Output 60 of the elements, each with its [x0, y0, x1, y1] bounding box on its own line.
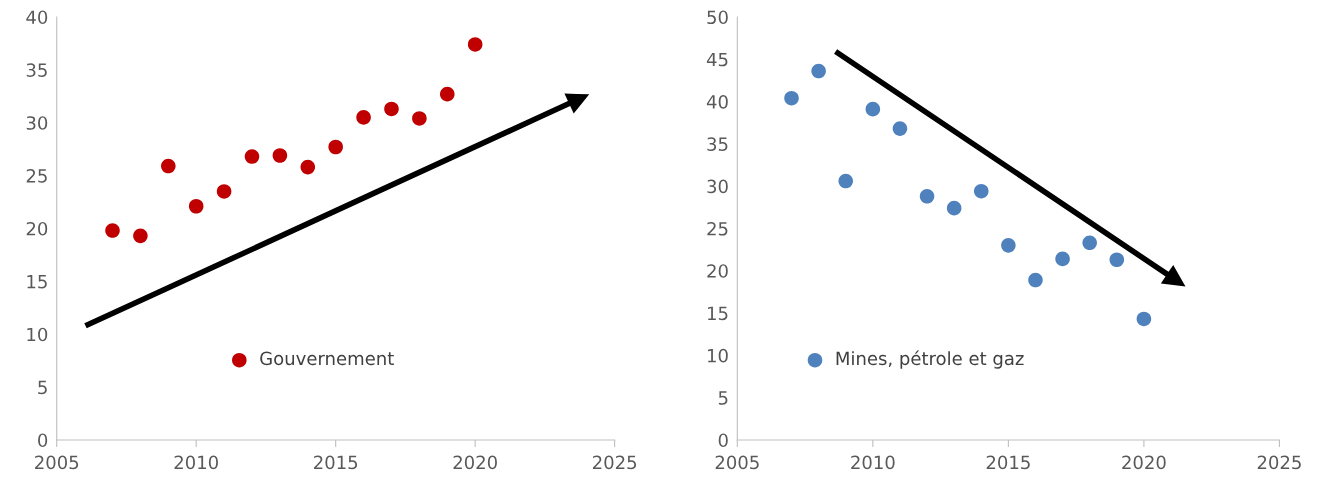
- point: [1109, 252, 1125, 268]
- point: [838, 173, 854, 189]
- point: [188, 198, 204, 214]
- x-tick-label: 2010: [174, 455, 218, 470]
- x-tick-label: 2020: [1122, 455, 1166, 470]
- y-tick-label: 40: [26, 10, 48, 25]
- x-tick-label: 2005: [35, 455, 79, 470]
- y-tick-label: 25: [26, 169, 47, 183]
- x-tick-label: 2025: [1257, 455, 1301, 470]
- point: [244, 149, 260, 164]
- point: [412, 111, 427, 126]
- point: [384, 101, 399, 117]
- y-tick-label: 5: [718, 391, 728, 405]
- y-tick-label: 30: [707, 179, 728, 194]
- point: [784, 90, 799, 106]
- y-tick-label: 45: [706, 52, 728, 67]
- y-tick-label: 50: [707, 10, 728, 25]
- point: [300, 159, 316, 175]
- point: [919, 189, 935, 204]
- x-tick-label: 2020: [453, 455, 497, 470]
- legend-label: Gouvernement: [260, 351, 394, 366]
- point: [1028, 272, 1043, 288]
- y-tick-label: 20: [26, 221, 48, 236]
- y-tick-label: 25: [707, 221, 728, 236]
- point: [356, 110, 371, 125]
- legend-label: Mines, pétrole et gaz: [836, 350, 1024, 369]
- x-tick-label: 2015: [986, 455, 1030, 470]
- point: [946, 200, 962, 216]
- y-tick-label: 10: [27, 327, 48, 342]
- y-tick-label: 15: [708, 306, 728, 321]
- point: [1136, 311, 1152, 327]
- y-tick-label: 20: [707, 264, 728, 278]
- y-tick-label: 10: [708, 348, 728, 363]
- point: [272, 148, 288, 163]
- point: [865, 101, 881, 117]
- x-tick-label: 2025: [593, 455, 637, 470]
- point: [161, 158, 176, 174]
- x-tick-label: 2005: [715, 455, 759, 470]
- point: [467, 37, 483, 52]
- point: [1082, 235, 1097, 251]
- point: [216, 184, 232, 199]
- point: [811, 63, 826, 79]
- y-tick-label: 30: [26, 116, 48, 130]
- point: [892, 121, 908, 136]
- point: [439, 86, 455, 102]
- point: [973, 183, 989, 199]
- point: [1055, 251, 1070, 267]
- point: [328, 139, 343, 155]
- x-tick-label: 2010: [851, 455, 895, 470]
- y-tick-label: 0: [38, 433, 48, 448]
- y-tick-label: 15: [27, 275, 47, 289]
- point: [133, 228, 148, 244]
- y-tick-label: 35: [26, 63, 47, 77]
- point: [105, 223, 120, 238]
- y-tick-label: 5: [38, 380, 47, 395]
- point: [1001, 238, 1016, 253]
- y-tick-label: 0: [718, 433, 728, 448]
- x-tick-label: 2015: [314, 455, 358, 470]
- y-tick-label: 35: [707, 137, 728, 151]
- y-tick-label: 40: [706, 95, 728, 109]
